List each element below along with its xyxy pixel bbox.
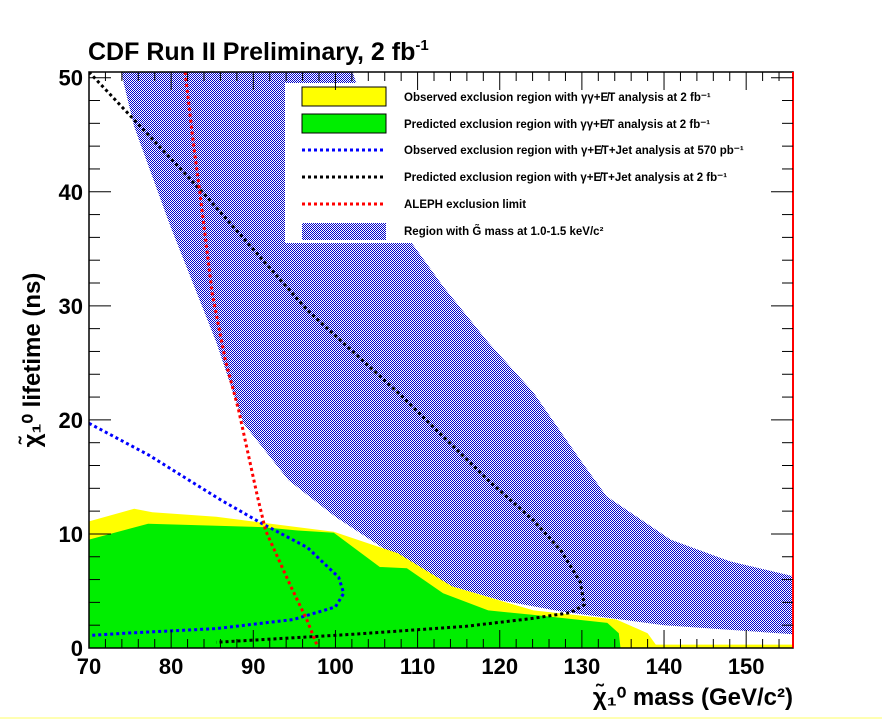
legend-swatch bbox=[301, 86, 387, 107]
y-axis-title: χ̃₁⁰ lifetime (ns) bbox=[18, 273, 46, 448]
observed-gjet-exclusion-line bbox=[89, 421, 346, 637]
y-tick-label: 10 bbox=[59, 522, 83, 547]
x-tick-label: 110 bbox=[400, 654, 436, 679]
x-tick-label: 90 bbox=[241, 654, 265, 679]
y-tick-label: 40 bbox=[59, 180, 83, 205]
y-tick-label: 50 bbox=[59, 66, 83, 91]
x-tick-label: 70 bbox=[77, 654, 101, 679]
predicted-gg-exclusion-region bbox=[89, 523, 621, 648]
chart-title: CDF Run II Preliminary, 2 fb-1 bbox=[88, 37, 429, 66]
x-tick-label: 150 bbox=[728, 654, 765, 679]
x-axis-title: χ̃₁⁰ mass (GeV/c²) bbox=[593, 683, 793, 711]
legend-label: Region with G̃ mass at 1.0-1.5 keV/c² bbox=[404, 225, 604, 238]
x-tick-label: 120 bbox=[481, 654, 518, 679]
x-tick-label: 80 bbox=[159, 654, 183, 679]
predicted-gjet-exclusion-line bbox=[89, 72, 586, 644]
y-tick-label: 0 bbox=[71, 636, 83, 661]
x-tick-label: 100 bbox=[317, 654, 354, 679]
legend-background bbox=[285, 83, 790, 243]
legend-swatch bbox=[301, 113, 387, 134]
legend-swatch bbox=[302, 223, 386, 240]
axes: 70 80 90 100 110 120 130 140 150 0 10 20 30 40 50 bbox=[59, 66, 794, 679]
aleph-exclusion-line bbox=[183, 72, 320, 648]
legend-label: Predicted exclusion region with γγ+E̸T a… bbox=[404, 119, 710, 131]
x-tick-label: 130 bbox=[564, 654, 601, 679]
legend-label: Observed exclusion region with γγ+E̸T an… bbox=[404, 92, 711, 104]
x-tick-label: 140 bbox=[646, 654, 683, 679]
y-tick-label: 30 bbox=[59, 294, 83, 319]
legend-label: ALEPH exclusion limit bbox=[404, 199, 526, 211]
legend-label: Predicted exclusion region with γ+E̸T+Je… bbox=[404, 172, 727, 184]
legend: Observed exclusion region with γγ+E̸T an… bbox=[285, 83, 790, 243]
y-tick-label: 20 bbox=[59, 408, 83, 433]
legend-label: Observed exclusion region with γ+E̸T+Jet… bbox=[404, 145, 744, 157]
